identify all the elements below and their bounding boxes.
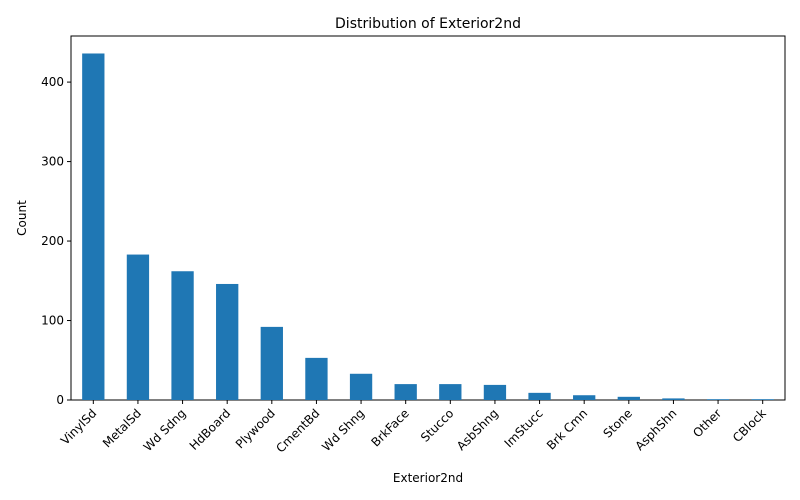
y-tick-label: 400 bbox=[41, 75, 64, 89]
bar-wd-sdng bbox=[171, 271, 194, 400]
bar-imstucc bbox=[528, 392, 551, 400]
bar-stucco bbox=[439, 384, 462, 400]
x-tick-label: Stucco bbox=[418, 406, 457, 445]
x-tick-label: Brk Cmn bbox=[544, 406, 590, 452]
chart-title: Distribution of Exterior2nd bbox=[335, 16, 521, 32]
plot-frame bbox=[70, 35, 786, 401]
bars-group bbox=[82, 53, 774, 401]
bar-cblock bbox=[751, 399, 774, 400]
bar-brkface bbox=[394, 384, 417, 400]
x-tick-label: ImStucc bbox=[502, 406, 546, 450]
bar-asphshn bbox=[662, 398, 685, 400]
x-tick-label: Wd Shng bbox=[319, 406, 367, 454]
x-tick-label: MetalSd bbox=[100, 406, 144, 450]
x-tick-label: Wd Sdng bbox=[141, 406, 189, 454]
bar-brk-cmn bbox=[573, 395, 596, 400]
x-tick-label: CmentBd bbox=[273, 406, 322, 455]
bar-other bbox=[706, 399, 730, 400]
x-tick-label: Stone bbox=[601, 406, 635, 440]
x-tick-label: Plywood bbox=[233, 406, 278, 451]
x-tick-label: BrkFace bbox=[368, 406, 411, 449]
x-tick-label: Other bbox=[690, 406, 724, 440]
y-axis-ticks: 0 100 200 300 400 bbox=[41, 75, 71, 407]
x-tick-label: AsphShn bbox=[633, 406, 680, 453]
bar-hdboard bbox=[216, 283, 239, 400]
y-axis-label: Count bbox=[15, 200, 29, 236]
x-axis-label: Exterior2nd bbox=[393, 471, 463, 485]
x-tick-label: AsbShng bbox=[454, 406, 501, 453]
x-tick-label: HdBoard bbox=[187, 406, 234, 453]
x-tick-label: CBlock bbox=[730, 406, 769, 445]
bar-wd-shng bbox=[349, 373, 373, 400]
y-tick-label: 0 bbox=[56, 393, 64, 407]
y-tick-label: 300 bbox=[41, 155, 64, 169]
bar-stone bbox=[617, 396, 640, 400]
bar-cmentbd bbox=[305, 357, 328, 400]
y-tick-label: 100 bbox=[41, 314, 64, 328]
y-tick-label: 200 bbox=[41, 234, 64, 248]
bar-metalsd bbox=[126, 254, 150, 400]
bar-asbshng bbox=[483, 384, 507, 400]
bar-plywood bbox=[260, 326, 283, 400]
x-tick-label: VinylSd bbox=[58, 406, 99, 447]
bar-vinylsd bbox=[82, 53, 105, 401]
